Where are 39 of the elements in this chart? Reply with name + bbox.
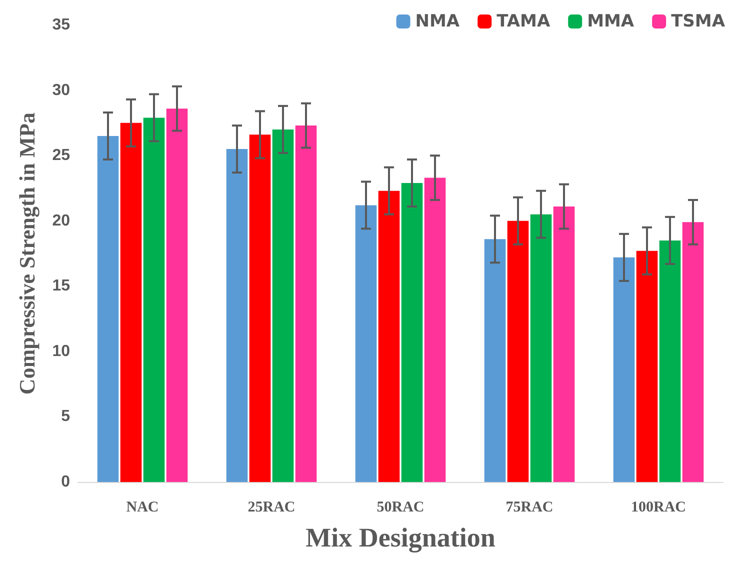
- y-tick-label: 20: [52, 212, 70, 230]
- x-tick-label: NAC: [126, 500, 159, 516]
- x-tick-label: 75RAC: [506, 500, 554, 516]
- y-axis-title: Compressive Strength in MPa: [14, 112, 40, 395]
- y-tick-label: 5: [61, 408, 70, 426]
- x-tick-label: 25RAC: [248, 500, 296, 516]
- bar: [613, 257, 635, 482]
- y-tick-label: 30: [52, 82, 70, 99]
- bar: [401, 182, 423, 482]
- bar: [636, 250, 658, 482]
- bar: [166, 108, 188, 482]
- bar: [97, 136, 119, 482]
- bar: [120, 122, 142, 482]
- bar: [378, 190, 400, 482]
- bar: [484, 239, 506, 482]
- x-tick-label: 50RAC: [376, 500, 424, 516]
- bar: [682, 222, 704, 482]
- bar: [143, 118, 165, 482]
- legend-label: NMA: [415, 12, 460, 32]
- bar: [295, 126, 317, 482]
- legend-label: TAMA: [496, 12, 551, 32]
- bar: [553, 206, 575, 482]
- legend-label: MMA: [587, 12, 635, 32]
- y-tick-label: 35: [52, 16, 70, 34]
- bar: [530, 214, 552, 482]
- bar: [272, 129, 294, 482]
- bar: [507, 220, 529, 482]
- bar: [424, 178, 446, 482]
- x-tick-label: 100RAC: [631, 500, 686, 516]
- bar: [355, 205, 377, 482]
- bar: [226, 149, 248, 482]
- y-tick-label: 0: [61, 474, 70, 490]
- bar: [249, 134, 271, 482]
- y-tick-label: 15: [52, 278, 70, 295]
- y-tick-label: 25: [52, 147, 70, 164]
- y-tick-label: 10: [52, 342, 70, 360]
- x-axis-title: Mix Designation: [306, 522, 496, 552]
- bar: [659, 240, 681, 482]
- legend-label: TSMA: [671, 12, 726, 32]
